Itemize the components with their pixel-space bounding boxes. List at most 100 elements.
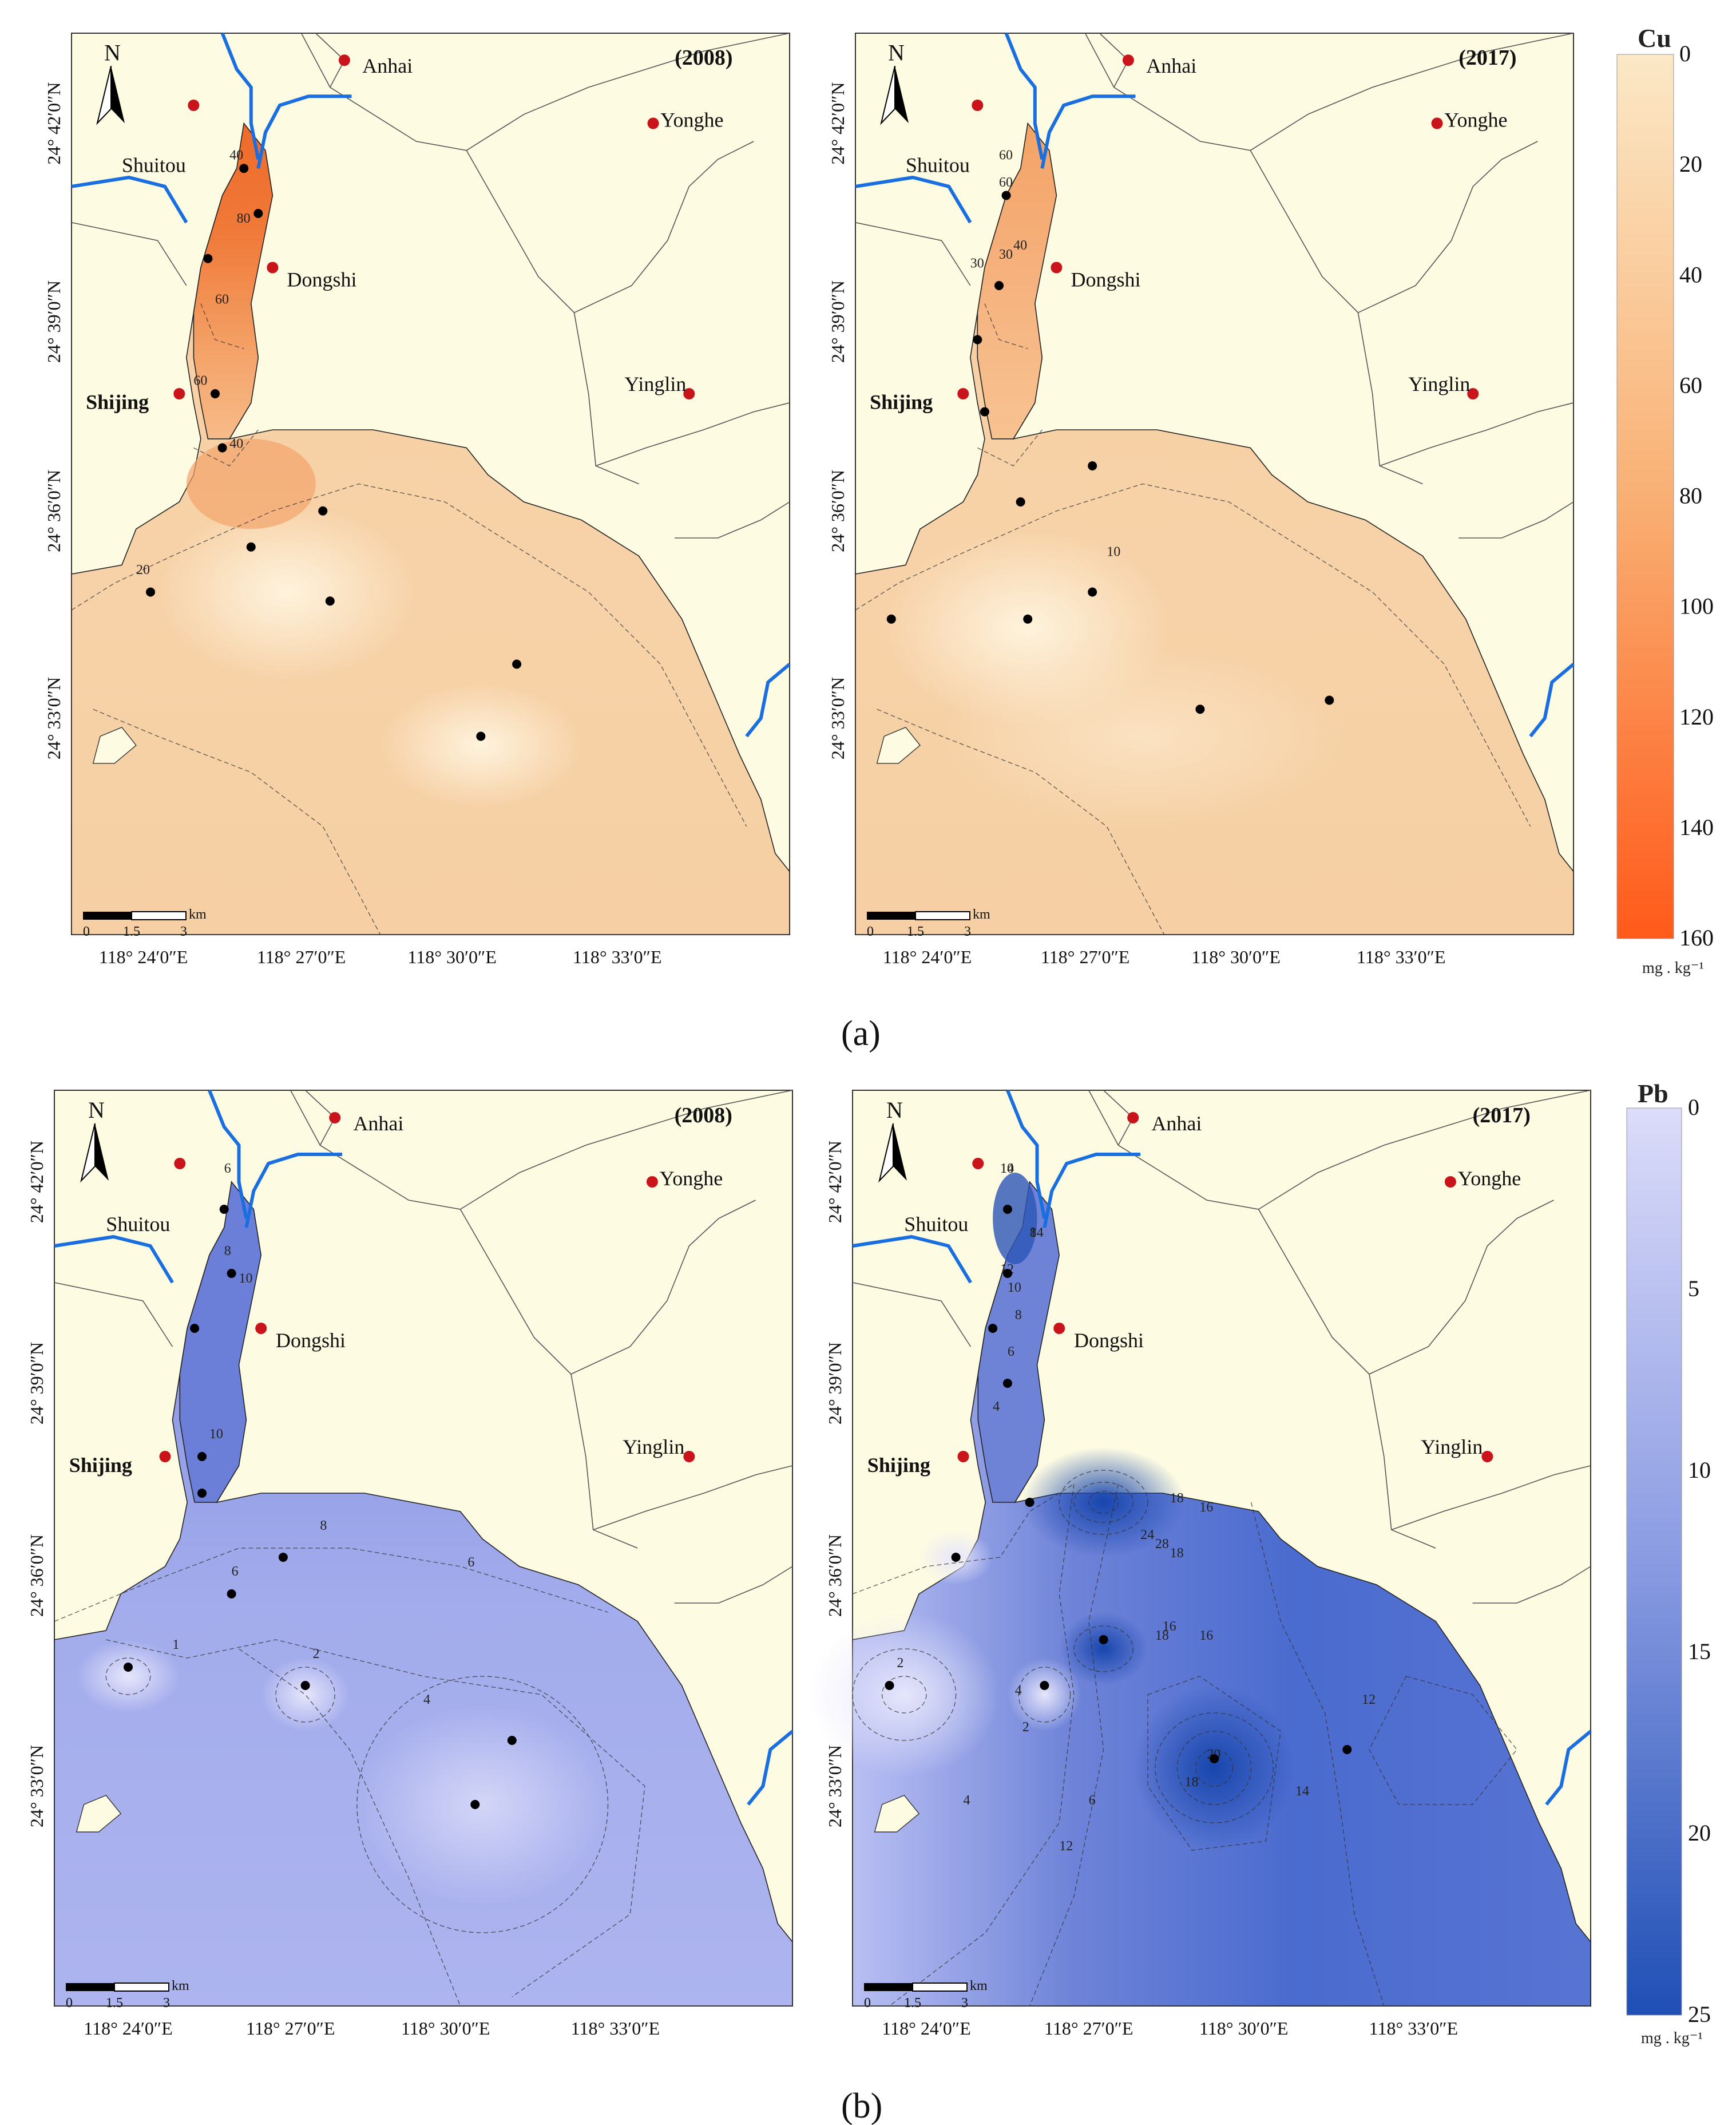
contour-line <box>1147 1676 1281 1851</box>
contour-label: 10 <box>1107 545 1120 560</box>
island <box>876 726 921 764</box>
pb-legend-unit: mg . kg⁻¹ <box>1641 2029 1703 2047</box>
boundary-line <box>1379 402 1574 466</box>
town-label-dongshi: Dongshi <box>276 1329 346 1352</box>
scale-bar-unit: km <box>973 907 990 922</box>
latitude-label: 24° 39′0″N <box>825 1342 845 1424</box>
boundary-line <box>460 1090 793 1210</box>
legend-tick-label: 160 <box>1679 925 1714 951</box>
sample-point <box>1195 705 1205 714</box>
legend-tick-label: 100 <box>1679 593 1714 619</box>
latitude-label: 24° 42′0″N <box>827 82 848 164</box>
panel-b-label: (b) <box>841 2087 882 2125</box>
legend-tick-label: 80 <box>1679 483 1702 509</box>
town-label-shijing: Shijing <box>870 391 933 414</box>
rivers <box>54 1089 794 1806</box>
high-value-zone <box>186 438 316 529</box>
interpolation-surface <box>157 438 582 809</box>
pb-legend-title: Pb <box>1638 1079 1668 1108</box>
longitude-label: 118° 33′0″E <box>1369 2018 1458 2039</box>
sample-point <box>885 1681 894 1690</box>
latitude-label: 24° 39′0″N <box>26 1342 47 1424</box>
sample-point <box>980 407 989 417</box>
boundary-line <box>574 141 754 314</box>
contour-line <box>200 303 244 349</box>
town-label-shuitou: Shuitou <box>904 1213 968 1236</box>
contour-label: 60 <box>215 292 229 307</box>
sample-point <box>124 1663 133 1672</box>
contour-label: 40 <box>1013 238 1027 253</box>
low-value-zone <box>808 1612 1001 1777</box>
sample-point <box>507 1736 517 1745</box>
contour-lines <box>852 1470 1517 2007</box>
rivers <box>855 32 1575 738</box>
boundary-line <box>1084 33 1423 485</box>
contour-ring <box>1176 1731 1252 1805</box>
river-line <box>1004 32 1044 160</box>
north-arrow-right-half <box>94 1123 109 1181</box>
contour-line <box>852 1483 1075 1594</box>
town-label-yonghe: Yonghe <box>1458 1167 1521 1190</box>
town-label-anhai: Anhai <box>362 54 413 77</box>
high-value-zone <box>1133 1685 1295 1850</box>
contour-label: 4 <box>964 1793 970 1808</box>
latitude-label: 24° 36′0″N <box>43 470 64 552</box>
high-value-zone <box>1059 1612 1148 1685</box>
legend-tick-label: 10 <box>1688 1457 1711 1483</box>
island <box>874 1795 920 1833</box>
town-label-dongshi: Dongshi <box>287 268 357 291</box>
north-arrow: N <box>96 39 125 125</box>
sample-point <box>988 1324 998 1333</box>
longitude-label: 118° 30′0″E <box>407 947 496 967</box>
boundary-line <box>1358 141 1538 314</box>
island <box>92 726 137 764</box>
sample-point <box>1023 614 1033 624</box>
low-value-zone <box>261 1658 350 1731</box>
sample-point <box>1025 1498 1035 1507</box>
sample-point <box>227 1269 236 1278</box>
sample-point <box>994 281 1004 290</box>
contour-line <box>1250 1502 1385 2007</box>
low-value-zone <box>1007 1658 1081 1731</box>
sample-point <box>278 1553 288 1562</box>
town-label-shuitou: Shuitou <box>122 153 186 176</box>
sample-point <box>1099 1635 1108 1644</box>
island <box>76 1795 122 1833</box>
high-value-zone <box>1022 1447 1185 1557</box>
contour-label: 16 <box>1199 1500 1213 1515</box>
sample-point <box>476 731 486 741</box>
town-marker <box>188 100 200 111</box>
contour-label: 10 <box>239 1271 253 1286</box>
longitude-label: 118° 27′0″E <box>257 947 346 967</box>
latitude-label: 24° 36′0″N <box>26 1534 47 1617</box>
map-panel-cu-2008: 40 80 60 60 40 20 Anhai Shuitou Yonghe Dongshi Yin… <box>43 32 791 967</box>
town-marker <box>646 1176 658 1188</box>
scale-bar-tick: 1.5 <box>106 1996 123 2011</box>
sample-point <box>1088 461 1097 470</box>
town-marker <box>159 1451 171 1462</box>
sample-point <box>300 1681 310 1690</box>
north-arrow-letter: N <box>88 1097 105 1123</box>
scale-bar-black <box>66 1983 114 1991</box>
town-marker <box>957 388 969 399</box>
sample-point <box>325 596 335 606</box>
longitude-label: 118° 24′0″E <box>99 947 188 967</box>
admin-boundaries <box>852 1090 1591 1604</box>
latitude-label: 24° 42′0″N <box>825 1141 845 1223</box>
scale-bar-tick: 0 <box>66 1996 73 2011</box>
contour-label: 18 <box>1170 1491 1184 1506</box>
town-marker <box>1444 1176 1456 1188</box>
legend-tick-label: 5 <box>1688 1276 1699 1301</box>
longitude-label: 118° 27′0″E <box>246 2018 335 2039</box>
contour-label: 2 <box>897 1656 903 1671</box>
river-line <box>745 663 791 738</box>
sample-point <box>219 1205 229 1214</box>
contour-label: 10 <box>1000 1161 1014 1176</box>
scale-bar-unit: km <box>970 1978 988 1993</box>
boundary-line <box>1369 1200 1554 1375</box>
contour-label: 30 <box>970 256 984 271</box>
town-marker <box>1431 117 1443 129</box>
sample-point <box>1001 191 1011 200</box>
town-marker <box>972 1158 984 1169</box>
river-line <box>1545 1730 1592 1806</box>
